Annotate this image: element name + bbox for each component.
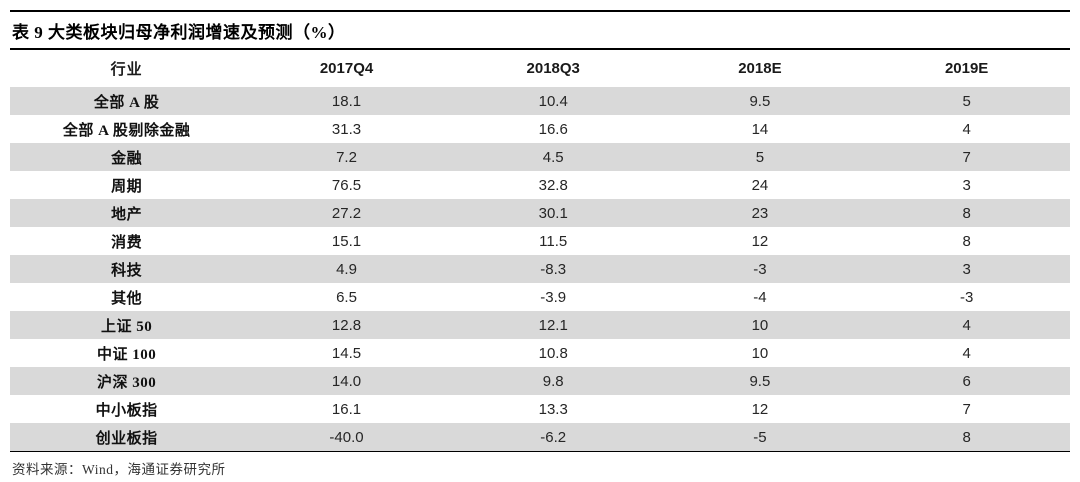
cell-value: 6.5 xyxy=(336,288,357,306)
column-header-2018e: 2018E xyxy=(656,50,864,87)
cell-value: -8.3 xyxy=(540,260,567,278)
cell-value: 10.4 xyxy=(538,92,568,110)
cell-value: 13.3 xyxy=(538,400,568,418)
cell-value: -40.0 xyxy=(329,428,364,446)
cell-value: 10.8 xyxy=(538,344,568,362)
table-row: 中小板指 16.1 13.3 12 7 xyxy=(10,395,1070,423)
cell-value: -4 xyxy=(753,288,767,306)
cell-value: 23 xyxy=(751,204,769,222)
cell-value: 4 xyxy=(962,344,971,362)
cell-value: 6 xyxy=(962,372,971,390)
cell-value: 11.5 xyxy=(539,232,568,250)
cell-value: 12 xyxy=(751,232,769,250)
cell-value: -6.2 xyxy=(540,428,567,446)
row-label: 沪深 300 xyxy=(96,374,157,391)
table-row: 金融 7.2 4.5 5 7 xyxy=(10,143,1070,171)
cell-value: 14.0 xyxy=(331,372,362,390)
table-title: 表 9 大类板块归母净利润增速及预测（%） xyxy=(12,23,346,42)
header-row: 行业 2017Q4 2018Q3 2018E 2019E xyxy=(10,50,1070,87)
cell-value: 14 xyxy=(751,120,769,138)
report-table-section: 表 9 大类板块归母净利润增速及预测（%） 行业 2017Q4 2018Q3 2… xyxy=(10,0,1070,478)
cell-value: 12 xyxy=(751,400,769,418)
cell-value: 12.8 xyxy=(331,316,362,334)
cell-value: 8 xyxy=(962,232,971,250)
table-body: 全部 A 股 18.1 10.4 9.5 5 全部 A 股剔除金融 31.3 16.6 14 4 金… xyxy=(10,87,1070,452)
cell-value: 16.1 xyxy=(331,400,362,418)
cell-value: -5 xyxy=(753,428,767,446)
cell-value: 10 xyxy=(751,344,769,362)
table-row: 周期 76.5 32.8 24 3 xyxy=(10,171,1070,199)
row-label: 其他 xyxy=(111,290,143,307)
data-table: 行业 2017Q4 2018Q3 2018E 2019E 全部 A 股 18.1 1… xyxy=(10,50,1070,452)
cell-value: -3.9 xyxy=(540,288,567,306)
cell-value: 3 xyxy=(962,176,971,194)
row-label: 中小板指 xyxy=(95,402,158,419)
cell-value: 4 xyxy=(962,316,971,334)
cell-value: 8 xyxy=(962,204,971,222)
table-row: 地产 27.2 30.1 23 8 xyxy=(10,199,1070,227)
column-header-2017q4: 2017Q4 xyxy=(243,50,450,87)
cell-value: 8 xyxy=(962,428,971,446)
cell-value: 12.1 xyxy=(538,316,568,334)
table-row: 中证 100 14.5 10.8 10 4 xyxy=(10,339,1070,367)
cell-value: 15.1 xyxy=(331,232,362,250)
cell-value: 76.5 xyxy=(331,176,362,194)
cell-value: 10 xyxy=(751,316,769,334)
cell-value: 18.1 xyxy=(331,92,362,110)
cell-value: 30.1 xyxy=(538,204,568,222)
row-label: 消费 xyxy=(111,234,143,251)
cell-value: 14.5 xyxy=(331,344,362,362)
cell-value: 4.5 xyxy=(542,148,564,166)
cell-value: 5 xyxy=(755,148,765,166)
table-row: 创业板指 -40.0 -6.2 -5 8 xyxy=(10,423,1070,452)
row-label: 创业板指 xyxy=(95,430,158,447)
row-label: 中证 100 xyxy=(96,346,157,363)
column-header-2019e: 2019E xyxy=(863,50,1070,87)
cell-value: 9.5 xyxy=(749,92,771,110)
column-header-industry: 行业 xyxy=(10,50,244,87)
table-row: 全部 A 股 18.1 10.4 9.5 5 xyxy=(10,87,1070,115)
cell-value: 9.5 xyxy=(749,372,771,390)
cell-value: -3 xyxy=(959,288,974,306)
row-label: 周期 xyxy=(111,178,143,195)
cell-value: 4.9 xyxy=(336,260,357,278)
row-label: 金融 xyxy=(111,150,143,167)
cell-value: 7 xyxy=(962,400,971,418)
cell-value: 31.3 xyxy=(331,120,362,138)
table-row: 其他 6.5 -3.9 -4 -3 xyxy=(10,283,1070,311)
table-row: 全部 A 股剔除金融 31.3 16.6 14 4 xyxy=(10,115,1070,143)
table-row: 沪深 300 14.0 9.8 9.5 6 xyxy=(10,367,1070,395)
cell-value: 9.8 xyxy=(542,372,564,390)
table-row: 上证 50 12.8 12.1 10 4 xyxy=(10,311,1070,339)
table-row: 科技 4.9 -8.3 -3 3 xyxy=(10,255,1070,283)
cell-value: 27.2 xyxy=(331,204,362,222)
cell-value: 7 xyxy=(962,148,971,166)
cell-value: 3 xyxy=(962,260,971,278)
row-label: 地产 xyxy=(111,206,143,223)
cell-value: -3 xyxy=(753,260,767,278)
cell-value: 32.8 xyxy=(538,176,568,194)
source-note: 资料来源：Wind，海通证券研究所 xyxy=(12,462,226,477)
cell-value: 16.6 xyxy=(538,120,568,138)
table-header: 行业 2017Q4 2018Q3 2018E 2019E xyxy=(10,50,1070,87)
cell-value: 5 xyxy=(962,92,971,110)
cell-value: 7.2 xyxy=(336,148,357,166)
row-label: 全部 A 股 xyxy=(93,94,160,111)
row-label: 全部 A 股剔除金融 xyxy=(62,122,191,139)
table-title-bar: 表 9 大类板块归母净利润增速及预测（%） xyxy=(10,10,1070,50)
cell-value: 24 xyxy=(751,176,769,194)
row-label: 上证 50 xyxy=(100,318,153,335)
column-header-2018q3: 2018Q3 xyxy=(449,50,657,87)
table-row: 消费 15.1 11.5 12 8 xyxy=(10,227,1070,255)
row-label: 科技 xyxy=(111,262,143,279)
cell-value: 4 xyxy=(962,120,971,138)
